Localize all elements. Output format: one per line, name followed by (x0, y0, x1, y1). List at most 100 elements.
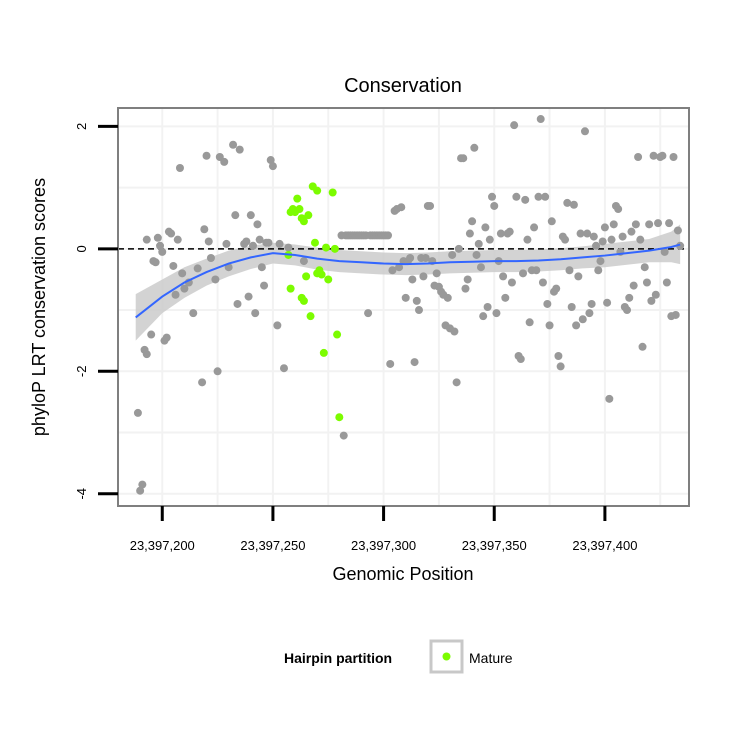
data-point-other (673, 226, 682, 235)
data-point-other (638, 342, 647, 351)
data-point-other (519, 269, 528, 278)
data-point-other (452, 378, 461, 387)
data-point-other (454, 244, 463, 253)
grid-lines (118, 108, 689, 506)
data-point-other (162, 333, 171, 342)
data-point-other (222, 239, 231, 248)
data-point-other (660, 247, 669, 256)
data-points (133, 115, 685, 495)
data-point-other (530, 223, 539, 232)
data-point-other (468, 217, 477, 226)
data-point-mature (295, 205, 304, 214)
data-point-other (541, 192, 550, 201)
data-point-other (671, 310, 680, 319)
data-point-other (532, 266, 541, 275)
data-point-other (634, 152, 643, 161)
data-point-other (505, 227, 514, 236)
data-point-other (614, 205, 623, 214)
data-point-mature (335, 413, 344, 422)
x-tick-label: 23,397,250 (240, 538, 305, 553)
data-point-other (153, 233, 162, 242)
data-point-other (151, 258, 160, 267)
y-tick-label: -2 (74, 366, 89, 378)
data-point-other (476, 263, 485, 272)
y-tick-label: -4 (74, 488, 89, 500)
data-point-other (189, 309, 198, 318)
data-point-other (556, 362, 565, 371)
data-point-other (576, 229, 585, 238)
data-point-other (563, 198, 572, 207)
legend-entry-mature: Mature (469, 650, 513, 666)
data-point-other (607, 235, 616, 244)
x-tick-label: 23,397,200 (130, 538, 195, 553)
data-point-other (443, 293, 452, 302)
data-point-other (600, 223, 609, 232)
data-point-other (167, 229, 176, 238)
data-point-other (589, 232, 598, 241)
data-point-other (623, 306, 632, 315)
data-point-other (220, 157, 229, 166)
data-point-other (136, 486, 145, 495)
data-point-other (545, 321, 554, 330)
data-point-other (465, 229, 474, 238)
data-point-other (536, 115, 545, 124)
data-point-mature (330, 244, 339, 253)
data-point-other (178, 269, 187, 278)
data-point-other (388, 266, 397, 275)
data-point-other (397, 203, 406, 212)
data-point-other (574, 272, 583, 281)
data-point-other (406, 254, 415, 263)
data-point-other (180, 284, 189, 293)
data-point-other (662, 278, 671, 287)
data-point-other (213, 367, 222, 376)
data-point-mature (324, 275, 333, 284)
data-point-other (364, 309, 373, 318)
data-point-other (618, 232, 627, 241)
data-point-other (401, 293, 410, 302)
data-point-other (461, 284, 470, 293)
data-point-other (235, 145, 244, 154)
data-point-other (507, 278, 516, 287)
data-point-other (284, 243, 293, 252)
data-point-mature (286, 284, 295, 293)
data-point-other (412, 296, 421, 305)
data-point-other (534, 192, 543, 201)
x-tick-label: 23,397,350 (462, 538, 527, 553)
data-point-other (521, 195, 530, 204)
x-axis-title: Genomic Position (332, 564, 473, 584)
data-point-mature (333, 330, 342, 339)
x-tick-label: 23,397,300 (351, 538, 416, 553)
data-point-other (676, 241, 685, 250)
data-point-other (561, 235, 570, 244)
data-point-other (580, 127, 589, 136)
data-point-other (142, 350, 151, 359)
data-point-other (169, 261, 178, 270)
data-point-other (421, 254, 430, 263)
data-point-other (158, 247, 167, 256)
data-point-other (472, 250, 481, 259)
data-point-other (647, 296, 656, 305)
data-point-other (273, 321, 282, 330)
data-point-other (625, 293, 634, 302)
data-point-other (200, 225, 209, 234)
data-point-other (642, 278, 651, 287)
data-point-mature (310, 238, 319, 247)
data-point-other (408, 275, 417, 284)
data-point-other (133, 408, 142, 417)
y-tick-label: 2 (74, 123, 89, 130)
data-point-other (419, 272, 428, 281)
data-point-other (552, 284, 561, 293)
data-point-other (211, 275, 220, 284)
data-point-other (669, 152, 678, 161)
data-point-other (257, 263, 266, 272)
data-point-mature (313, 186, 322, 195)
data-point-other (523, 235, 532, 244)
data-point-other (171, 290, 180, 299)
data-point-other (510, 121, 519, 130)
data-point-other (470, 143, 479, 152)
data-point-other (173, 235, 182, 244)
data-point-other (410, 358, 419, 367)
data-point-other (384, 231, 393, 240)
data-point-other (395, 263, 404, 272)
data-point-other (485, 235, 494, 244)
